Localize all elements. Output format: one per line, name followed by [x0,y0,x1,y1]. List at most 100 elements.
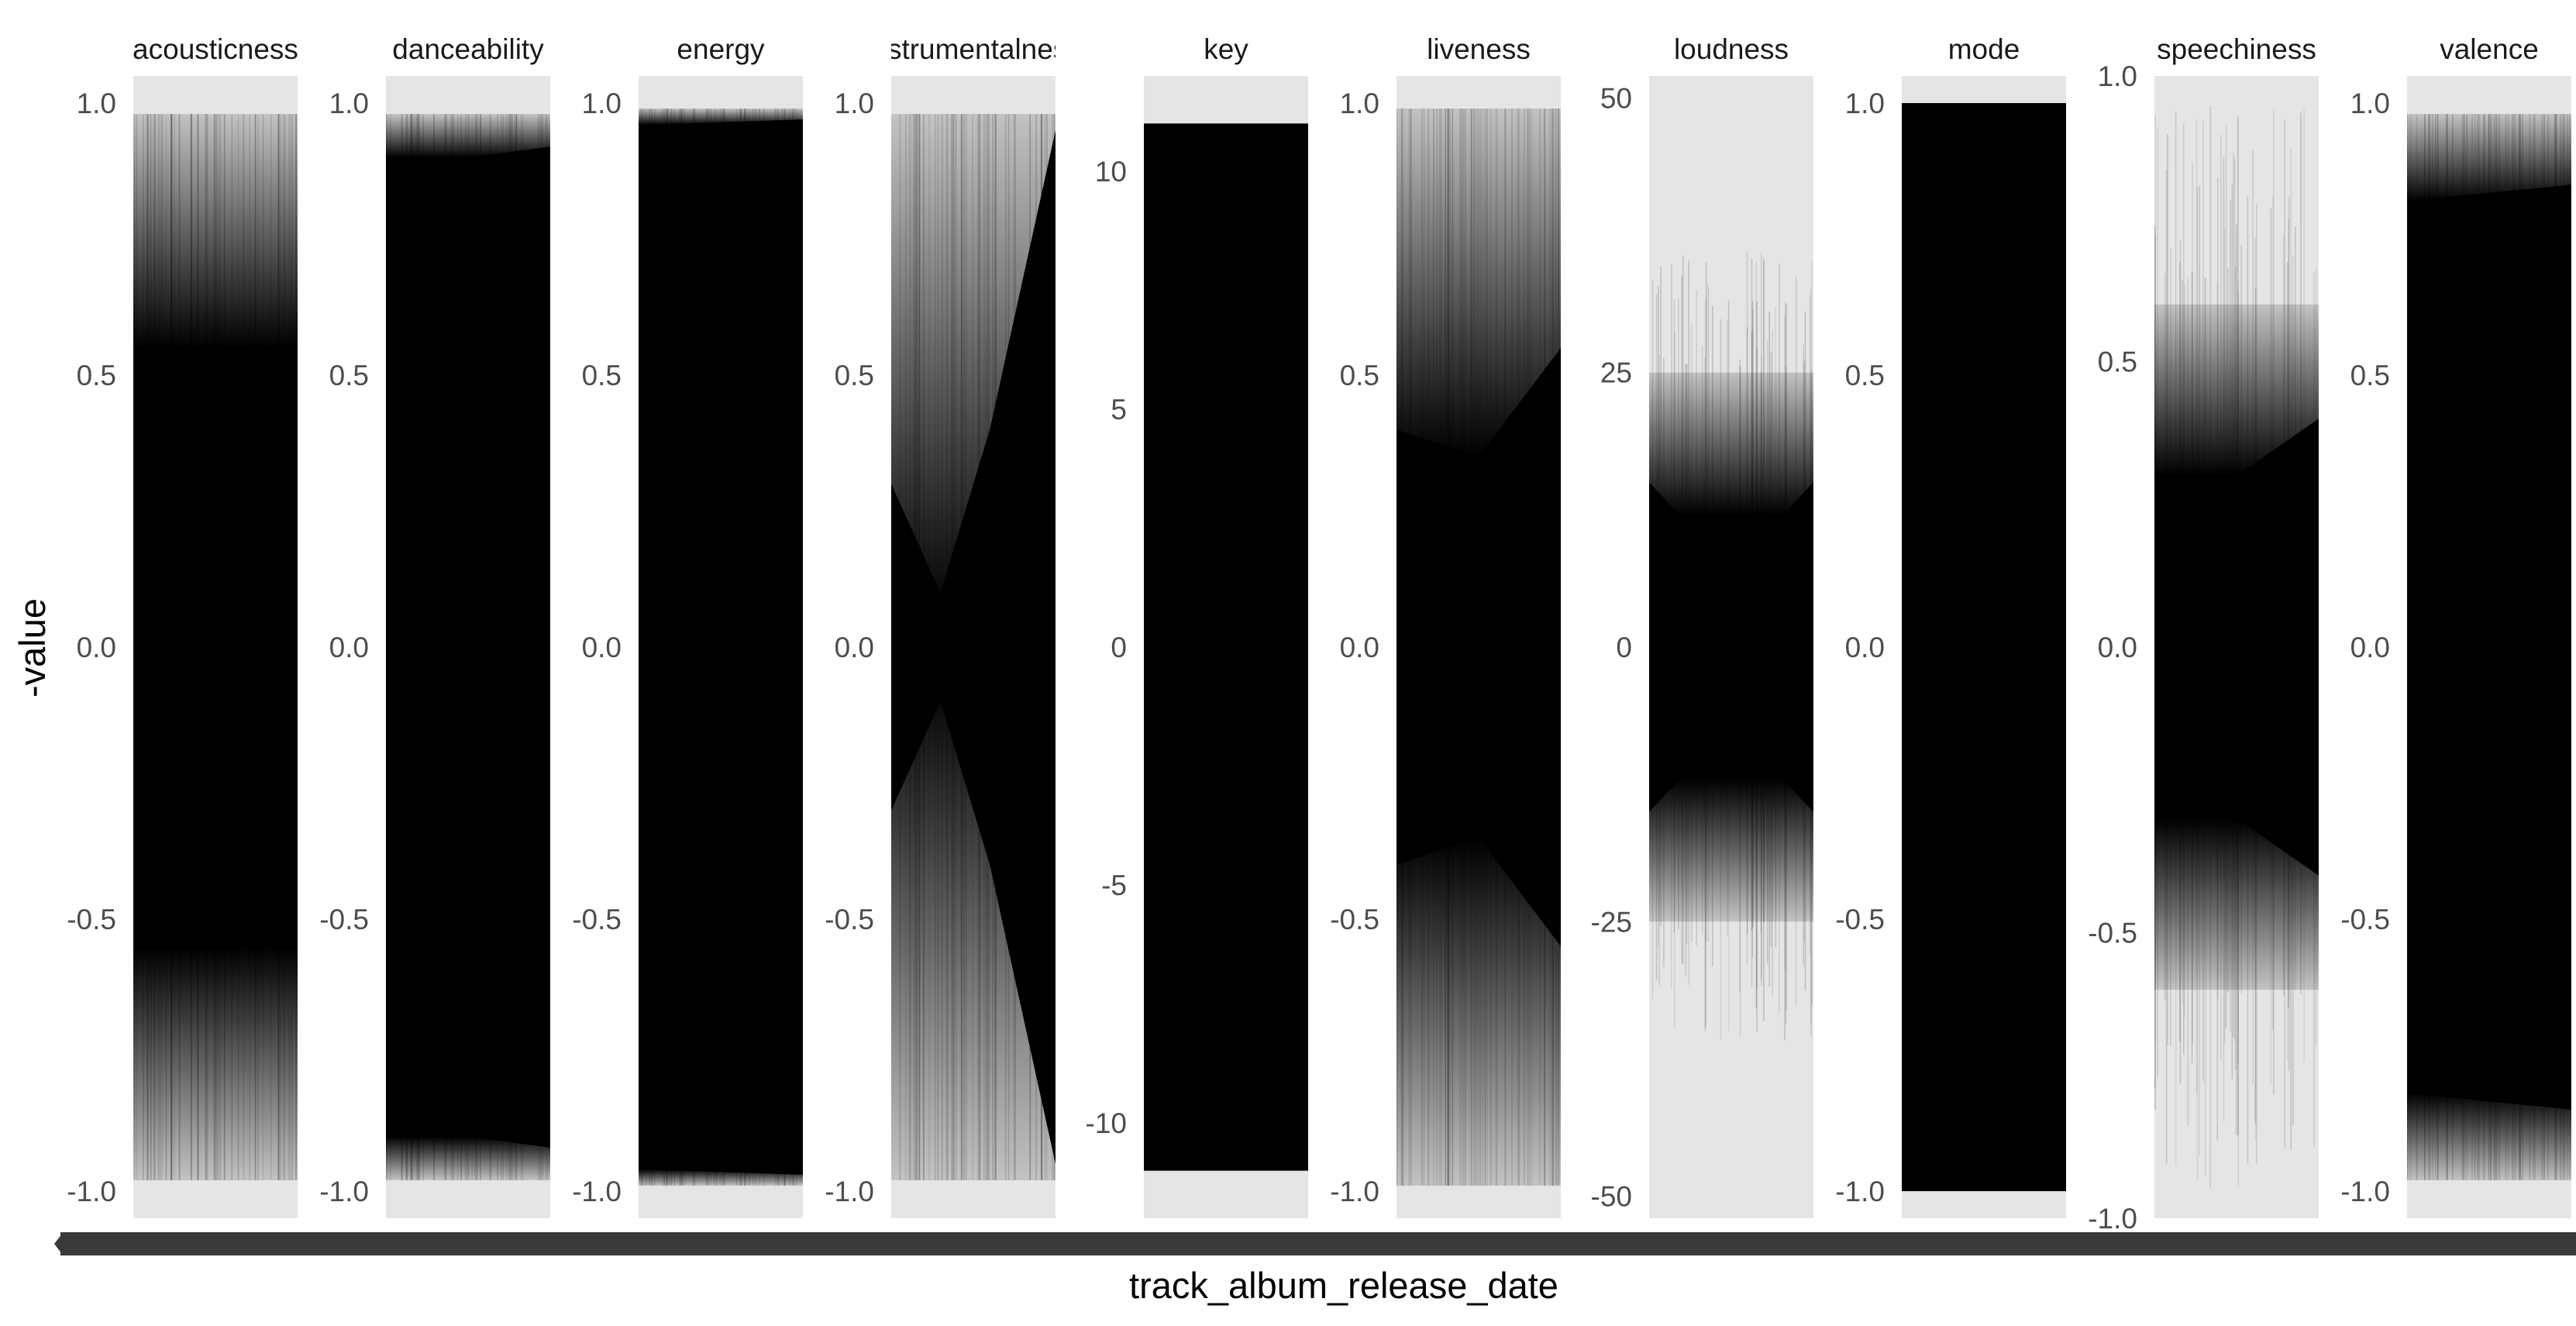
y-axis-ticks: 10 5 0 -5 -10 [1086,156,1127,1139]
tick-label: -0.5 [67,904,116,935]
value-spikes [1396,108,1560,1186]
tick-label: -0.5 [1835,904,1885,935]
y-axis-ticks: 1.0 0.5 0.0 -0.5 -1.0 [319,88,369,1207]
y-axis-ticks: 1.0 0.5 0.0 -0.5 -1.0 [1835,88,1885,1207]
y-axis-ticks: 1.0 0.5 0.0 -0.5 -1.0 [825,88,874,1207]
tick-label: -25 [1591,906,1632,938]
tick-label: 1.0 [582,88,622,119]
tick-label: -0.5 [1330,904,1379,935]
facet-energy: energy 1.0 0.5 0.0 -0.5 -1.0 [572,33,803,1218]
tick-label: -0.5 [2340,904,2390,935]
tick-label: -10 [1086,1107,1127,1139]
strip-label: instrumentalness [865,33,1082,65]
y-axis-ticks: 1.0 0.5 0.0 -0.5 -1.0 [67,88,116,1207]
tick-label: 0.5 [329,360,369,391]
x-axis-title: track_album_release_date [1129,1265,1558,1306]
value-spikes [386,114,549,1180]
facet-speechiness: speechiness 1.0 0.5 0.0 -0.5 -1.0 [2088,33,2319,1235]
tick-label: 0.5 [1340,360,1379,391]
tick-label: 0.5 [582,360,622,391]
tick-label: 0 [1616,632,1632,663]
tick-label: 0.5 [1845,360,1885,391]
tick-label: -1.0 [1835,1176,1885,1207]
tick-label: -1.0 [319,1176,369,1207]
value-envelope [1902,103,2066,1191]
tick-label: 10 [1095,156,1127,188]
facet-panels: acousticness 1.0 0.5 0.0 -0.5 -1.0 danceabilit… [67,33,2571,1235]
value-spikes [133,114,297,1180]
strip-label: key [1204,33,1248,65]
tick-label: 0.0 [582,632,622,663]
tick-label: 0.5 [835,360,874,391]
value-envelope [1144,123,1308,1171]
tick-label: 0.5 [77,360,116,391]
value-envelope [2407,184,2571,1110]
facet-loudness: loudness 50 25 0 -25 -50 [1591,33,1813,1218]
tick-label: -1.0 [2340,1176,2390,1207]
value-envelope [2154,418,2319,876]
tick-label: 0.0 [2098,632,2137,663]
facet-acousticness: acousticness 1.0 0.5 0.0 -0.5 -1.0 [67,33,298,1218]
facet-valence: valence 1.0 0.5 0.0 -0.5 -1.0 [2340,33,2571,1218]
value-envelope [1649,482,1813,812]
tick-label: 1.0 [2350,88,2390,119]
value-envelope [1396,348,1561,946]
x-axis-band-tip [54,1234,62,1254]
strip-label: acousticness [133,33,298,65]
tick-label: -0.5 [572,904,622,935]
strip-label: mode [1948,33,2020,65]
facet-key: key 10 5 0 -5 -10 [1086,33,1308,1218]
value-envelope [133,348,298,946]
tick-label: -1.0 [1330,1176,1379,1207]
tick-label: 0.0 [1340,632,1379,663]
y-axis-ticks: 50 25 0 -25 -50 [1591,82,1632,1212]
value-spikes [1651,252,1813,1041]
tick-label: -50 [1591,1181,1632,1213]
tick-label: 1.0 [329,88,369,119]
tick-label: 25 [1600,357,1632,389]
value-envelope [386,146,550,1148]
tick-label: 50 [1600,82,1632,114]
tick-label: 1.0 [2098,60,2137,92]
strip-label: valence [2440,33,2539,65]
facet-liveness: liveness 1.0 0.5 0.0 -0.5 -1.0 [1330,33,1561,1218]
tick-label: -1.0 [572,1176,622,1207]
value-envelope [891,130,1056,1164]
tick-label: 0.0 [2350,632,2390,663]
tick-label: -1.0 [2088,1203,2137,1235]
y-axis-ticks: 1.0 0.5 0.0 -0.5 -1.0 [2088,60,2137,1235]
tick-label: -0.5 [825,904,874,935]
strip-label: loudness [1674,33,1789,65]
tick-label: 0.0 [77,632,116,663]
tick-label: -5 [1101,870,1127,901]
value-spikes [899,114,1056,1180]
tick-label: 0 [1111,632,1127,663]
value-spikes [640,108,797,1186]
y-axis-title: -value [12,598,53,697]
facet-instrumentalness: instrumentalness 1.0 0.5 0.0 -0.5 -1.0 [825,33,1082,1218]
tick-label: 1.0 [1845,88,1885,119]
tick-label: 0.0 [835,632,874,663]
tick-label: -1.0 [67,1176,116,1207]
strip-label: liveness [1427,33,1531,65]
tick-label: 0.0 [1845,632,1885,663]
strip-label: speechiness [2157,33,2316,65]
y-axis-ticks: 1.0 0.5 0.0 -0.5 -1.0 [572,88,622,1207]
tick-label: 5 [1111,394,1127,425]
tick-label: -1.0 [825,1176,874,1207]
tick-label: -0.5 [319,904,369,935]
tick-label: 1.0 [1340,88,1379,119]
x-axis-band [60,1232,2576,1255]
tick-label: 0.5 [2350,360,2390,391]
facet-mode: mode 1.0 0.5 0.0 -0.5 -1.0 [1835,33,2066,1218]
tick-label: 1.0 [77,88,116,119]
tick-label: 0.5 [2098,346,2137,378]
value-spikes [2154,105,2317,1189]
tick-label: -0.5 [2088,918,2137,949]
value-spikes [2406,114,2571,1180]
strip-label: energy [677,33,765,65]
value-envelope [639,119,803,1175]
tick-label: 0.0 [329,632,369,663]
y-axis-ticks: 1.0 0.5 0.0 -0.5 -1.0 [1330,88,1379,1207]
strip-label: danceability [392,33,544,65]
